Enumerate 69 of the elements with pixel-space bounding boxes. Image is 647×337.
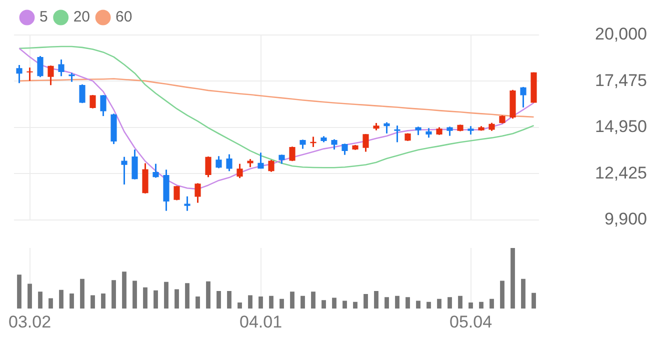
- candlestick: [530, 72, 537, 104]
- bar: [143, 287, 148, 309]
- candlestick: [468, 125, 474, 136]
- bar: [342, 300, 347, 309]
- bar: [112, 280, 116, 309]
- legend-label: 5: [40, 8, 48, 26]
- bar: [479, 302, 484, 309]
- candlestick: [247, 158, 254, 168]
- y-tick-label: 20,000: [595, 24, 647, 44]
- bar: [395, 296, 400, 309]
- bar: [374, 291, 378, 309]
- bar: [510, 248, 515, 309]
- bar: [311, 292, 316, 309]
- bar: [490, 298, 494, 309]
- bar: [70, 293, 74, 309]
- bar: [322, 300, 326, 309]
- bar: [238, 302, 242, 309]
- bar: [300, 296, 305, 309]
- bar: [280, 298, 284, 309]
- bar: [216, 291, 221, 309]
- bar: [332, 298, 336, 309]
- candlestick: [404, 132, 411, 142]
- bar: [101, 293, 106, 309]
- bar: [248, 295, 252, 309]
- bar: [38, 292, 42, 309]
- y-tick-label: 14,950: [595, 117, 647, 136]
- bar: [416, 300, 420, 309]
- bar: [269, 296, 274, 309]
- bar: [468, 302, 473, 309]
- bar: [90, 295, 95, 309]
- bar: [185, 283, 190, 309]
- bar: [448, 297, 452, 309]
- legend-label: 60: [116, 8, 132, 26]
- legend-label: 20: [73, 8, 90, 26]
- bar: [227, 291, 232, 309]
- x-tick-label: 05.04: [449, 312, 492, 332]
- bar: [406, 297, 410, 309]
- bar: [521, 278, 526, 309]
- candlestick: [446, 126, 453, 137]
- bar: [174, 289, 179, 309]
- bar: [384, 297, 389, 309]
- y-tick-label: 9,900: [604, 209, 647, 228]
- bar: [458, 296, 462, 309]
- bar: [122, 272, 126, 309]
- x-tick-label: 04.01: [239, 312, 282, 332]
- bar: [206, 281, 210, 309]
- bar: [500, 280, 504, 309]
- bar: [353, 302, 358, 309]
- y-tick-label: 17,475: [595, 70, 647, 90]
- bar: [364, 294, 368, 309]
- candlestick: [415, 126, 422, 136]
- bar: [196, 296, 200, 309]
- bar: [80, 278, 84, 309]
- bar: [132, 280, 137, 309]
- x-tick-label: 03.02: [8, 312, 52, 332]
- bar: [290, 292, 294, 309]
- bar: [258, 296, 263, 309]
- bar: [48, 298, 53, 309]
- bar: [28, 284, 32, 309]
- bar: [154, 290, 158, 309]
- bar: [437, 298, 442, 309]
- y-tick-label: 12,425: [595, 163, 647, 182]
- bar: [532, 292, 536, 309]
- bar: [59, 290, 64, 309]
- bar: [164, 282, 168, 309]
- candlestick: [478, 125, 484, 132]
- bar: [17, 274, 22, 309]
- candlestick: [184, 196, 190, 212]
- bar: [426, 302, 431, 309]
